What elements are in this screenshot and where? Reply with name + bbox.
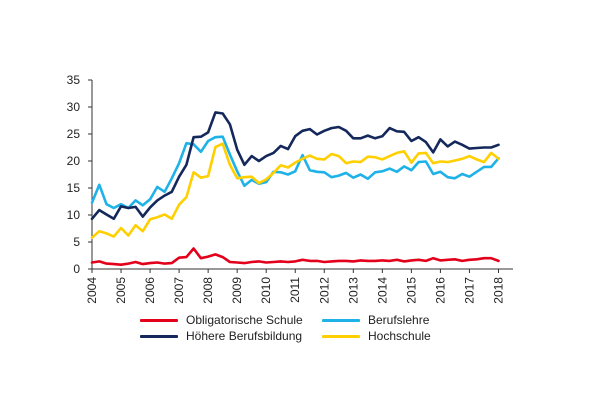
legend-swatch [322, 334, 360, 338]
series-line-berufslehre [90, 135, 500, 210]
x-tick-label: 2008 [201, 277, 215, 304]
x-tick-label: 2016 [433, 277, 447, 304]
y-tick-label: 15 [67, 181, 81, 195]
x-tick-label: 2005 [114, 277, 128, 304]
legend-item-berufslehre: Berufslehre [322, 312, 429, 328]
chart-axes [91, 80, 513, 270]
legend-label: Obligatorische Schule [186, 313, 303, 327]
chart-legend: Obligatorische Schule Berufslehre Höhere… [140, 312, 500, 352]
x-tick-label: 2009 [230, 277, 244, 304]
series-line-obligatorische-schule [90, 247, 500, 267]
x-axis-ticks: 2004 2005 2006 2007 2008 2009 2010 2011 2012 2013… [85, 269, 505, 304]
series-line-hochschule [90, 142, 500, 239]
series-lines [90, 111, 500, 267]
legend-label: Berufslehre [368, 313, 430, 327]
y-tick-label: 35 [67, 73, 81, 87]
legend-item-obligatorische-schule: Obligatorische Schule [140, 312, 303, 328]
legend-swatch [140, 318, 178, 322]
legend-label: Hochschule [368, 329, 431, 343]
x-tick-label: 2011 [288, 277, 302, 303]
legend-item-hochschule: Hochschule [322, 328, 431, 344]
legend-label: Höhere Berufsbildung [186, 329, 303, 343]
x-tick-label: 2013 [346, 277, 360, 304]
x-tick-label: 2012 [317, 277, 331, 304]
y-axis-ticks: 0 5 10 15 20 25 30 35 [67, 73, 92, 276]
x-tick-label: 2006 [143, 277, 157, 304]
x-tick-label: 2015 [404, 277, 418, 304]
x-tick-label: 2010 [259, 277, 273, 304]
x-tick-label: 2014 [375, 277, 389, 304]
legend-swatch [322, 318, 360, 322]
y-tick-label: 0 [73, 262, 80, 276]
y-tick-label: 10 [67, 208, 81, 222]
y-tick-label: 25 [67, 127, 81, 141]
x-tick-label: 2017 [462, 277, 476, 304]
legend-swatch [140, 334, 178, 338]
series-line-h-here-berufsbildung [90, 111, 500, 221]
x-tick-label: 2018 [491, 277, 505, 304]
y-tick-label: 30 [67, 100, 81, 114]
x-tick-label: 2004 [85, 277, 99, 304]
y-tick-label: 5 [73, 235, 80, 249]
x-tick-label: 2007 [172, 277, 186, 304]
y-tick-label: 20 [67, 154, 81, 168]
legend-item-hoehere-berufsbildung: Höhere Berufsbildung [140, 328, 302, 344]
